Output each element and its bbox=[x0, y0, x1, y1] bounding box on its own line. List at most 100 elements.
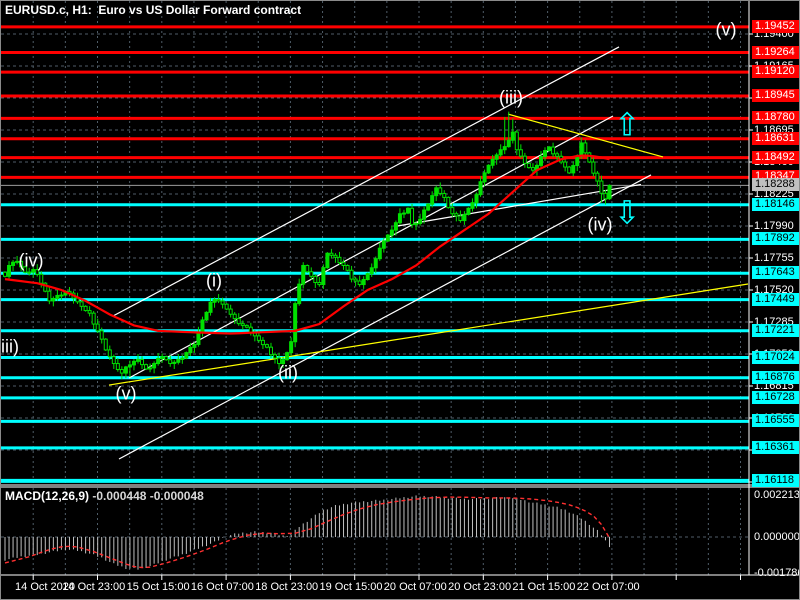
candle[interactable] bbox=[353, 278, 358, 282]
candle[interactable] bbox=[180, 357, 185, 360]
candle[interactable] bbox=[329, 252, 334, 256]
candle[interactable] bbox=[470, 202, 475, 209]
candle[interactable] bbox=[87, 310, 92, 314]
candle[interactable] bbox=[256, 335, 261, 341]
candle[interactable] bbox=[236, 318, 241, 325]
candle[interactable] bbox=[31, 269, 36, 273]
candle[interactable] bbox=[232, 313, 237, 320]
candle[interactable] bbox=[547, 146, 552, 152]
candle[interactable] bbox=[148, 367, 153, 370]
candle[interactable] bbox=[39, 273, 44, 284]
candle[interactable] bbox=[341, 262, 346, 266]
candle[interactable] bbox=[119, 369, 124, 374]
candle[interactable] bbox=[188, 346, 193, 354]
candle[interactable] bbox=[216, 299, 221, 302]
candle[interactable] bbox=[164, 356, 169, 361]
candle[interactable] bbox=[35, 269, 40, 275]
candle[interactable] bbox=[349, 269, 354, 280]
candle[interactable] bbox=[518, 149, 523, 157]
candle[interactable] bbox=[438, 187, 443, 194]
candle[interactable] bbox=[462, 213, 467, 222]
candle[interactable] bbox=[530, 167, 535, 171]
candle[interactable] bbox=[176, 358, 181, 363]
candle[interactable] bbox=[434, 187, 439, 197]
candle[interactable] bbox=[268, 346, 273, 356]
candle[interactable] bbox=[538, 156, 543, 166]
candle[interactable] bbox=[486, 164, 491, 174]
candle[interactable] bbox=[91, 312, 96, 325]
candle[interactable] bbox=[337, 256, 342, 264]
candle[interactable] bbox=[156, 357, 161, 365]
candle[interactable] bbox=[321, 267, 326, 286]
candle[interactable] bbox=[3, 271, 7, 277]
candle[interactable] bbox=[579, 142, 584, 158]
candle[interactable] bbox=[47, 290, 52, 302]
candle[interactable] bbox=[482, 172, 487, 183]
candle[interactable] bbox=[260, 339, 265, 346]
candle[interactable] bbox=[506, 139, 511, 148]
candle[interactable] bbox=[115, 363, 120, 371]
candle[interactable] bbox=[317, 282, 322, 286]
candle[interactable] bbox=[599, 180, 604, 194]
candle[interactable] bbox=[99, 330, 104, 340]
candle[interactable] bbox=[11, 261, 16, 266]
candle[interactable] bbox=[406, 207, 410, 214]
candle[interactable] bbox=[228, 308, 233, 315]
candle[interactable] bbox=[369, 267, 374, 275]
candle[interactable] bbox=[414, 223, 419, 226]
candle[interactable] bbox=[418, 218, 423, 225]
candle[interactable] bbox=[365, 273, 370, 281]
candle[interactable] bbox=[595, 172, 600, 182]
candle[interactable] bbox=[208, 301, 213, 313]
candle[interactable] bbox=[474, 194, 479, 204]
candle[interactable] bbox=[204, 311, 209, 321]
candle[interactable] bbox=[103, 338, 108, 351]
candle[interactable] bbox=[397, 213, 402, 224]
candle[interactable] bbox=[19, 260, 24, 268]
yellow-trendline[interactable] bbox=[108, 283, 749, 386]
candle[interactable] bbox=[289, 341, 294, 354]
candle[interactable] bbox=[526, 162, 531, 169]
candle[interactable] bbox=[7, 264, 12, 277]
candle[interactable] bbox=[144, 364, 149, 370]
candle[interactable] bbox=[248, 326, 253, 333]
candle[interactable] bbox=[23, 266, 28, 273]
candle[interactable] bbox=[107, 349, 112, 358]
candle[interactable] bbox=[27, 271, 32, 274]
candle[interactable] bbox=[79, 301, 84, 307]
candle[interactable] bbox=[377, 247, 382, 260]
candle[interactable] bbox=[212, 299, 217, 303]
candle[interactable] bbox=[152, 363, 157, 369]
candle[interactable] bbox=[381, 240, 386, 249]
candle[interactable] bbox=[333, 254, 338, 258]
candle[interactable] bbox=[454, 213, 459, 217]
candle[interactable] bbox=[522, 155, 527, 164]
candle[interactable] bbox=[502, 146, 507, 151]
candle[interactable] bbox=[510, 131, 515, 141]
candle[interactable] bbox=[385, 234, 390, 242]
candle[interactable] bbox=[563, 161, 568, 168]
pane-separator[interactable] bbox=[1, 484, 800, 488]
candle[interactable] bbox=[168, 359, 173, 365]
candle[interactable] bbox=[196, 331, 201, 345]
candle[interactable] bbox=[281, 359, 286, 365]
candle[interactable] bbox=[514, 131, 519, 151]
candle[interactable] bbox=[587, 152, 592, 163]
candle[interactable] bbox=[389, 229, 394, 236]
candle[interactable] bbox=[127, 364, 132, 368]
candle[interactable] bbox=[498, 149, 503, 156]
candle[interactable] bbox=[551, 146, 556, 155]
candle[interactable] bbox=[123, 366, 128, 374]
candle[interactable] bbox=[555, 153, 560, 157]
candle[interactable] bbox=[309, 271, 314, 277]
candle[interactable] bbox=[422, 209, 427, 220]
candle[interactable] bbox=[607, 184, 612, 200]
candle[interactable] bbox=[55, 294, 60, 300]
candle[interactable] bbox=[59, 294, 64, 297]
candle[interactable] bbox=[571, 165, 576, 174]
candle[interactable] bbox=[184, 352, 189, 359]
candle[interactable] bbox=[200, 319, 205, 333]
candle[interactable] bbox=[373, 258, 378, 269]
candle[interactable] bbox=[244, 324, 249, 328]
candle[interactable] bbox=[135, 358, 140, 362]
